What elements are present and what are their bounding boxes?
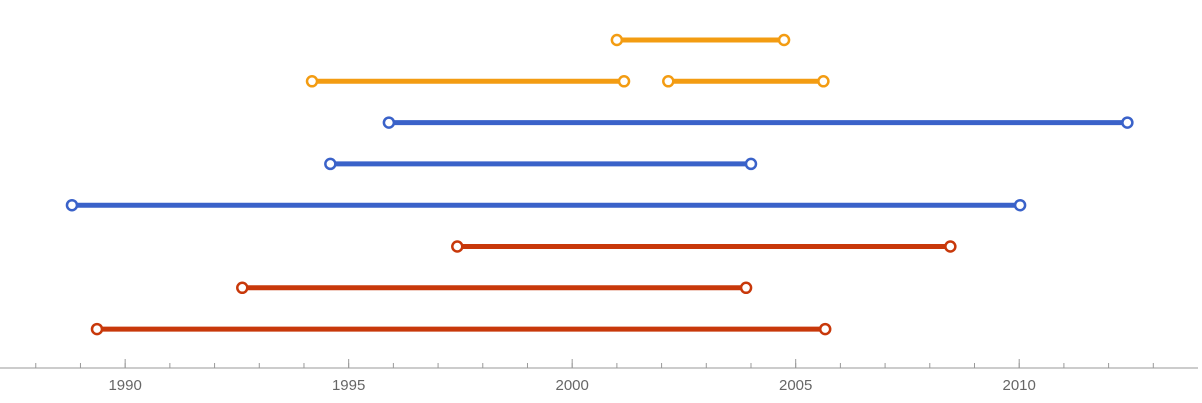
- interval-endpoint: [305, 75, 319, 88]
- interval-endpoint: [90, 322, 104, 336]
- interval-endpoint: [818, 322, 832, 336]
- interval-endpoint: [324, 157, 337, 171]
- interval-endpoint: [610, 33, 624, 47]
- x-tick-label: 2005: [779, 377, 812, 394]
- interval-endpoint: [777, 33, 791, 47]
- interval-endpoint: [739, 281, 753, 295]
- x-tick-label: 1990: [108, 377, 141, 394]
- interval-endpoint: [236, 281, 249, 295]
- interval-endpoint: [451, 240, 464, 253]
- x-tick-label: 1995: [332, 377, 365, 394]
- interval-endpoint: [1013, 198, 1027, 212]
- interval-endpoint: [944, 240, 957, 253]
- interval-endpoint: [817, 75, 830, 88]
- interval-endpoint: [382, 116, 396, 129]
- interval-endpoint: [617, 75, 631, 88]
- x-tick-label: 2000: [555, 377, 588, 394]
- interval-endpoint: [1121, 116, 1134, 129]
- interval-endpoint: [662, 75, 675, 88]
- x-tick-label: 2010: [1003, 377, 1036, 394]
- interval-endpoint: [65, 198, 79, 212]
- interval-endpoint: [744, 157, 758, 171]
